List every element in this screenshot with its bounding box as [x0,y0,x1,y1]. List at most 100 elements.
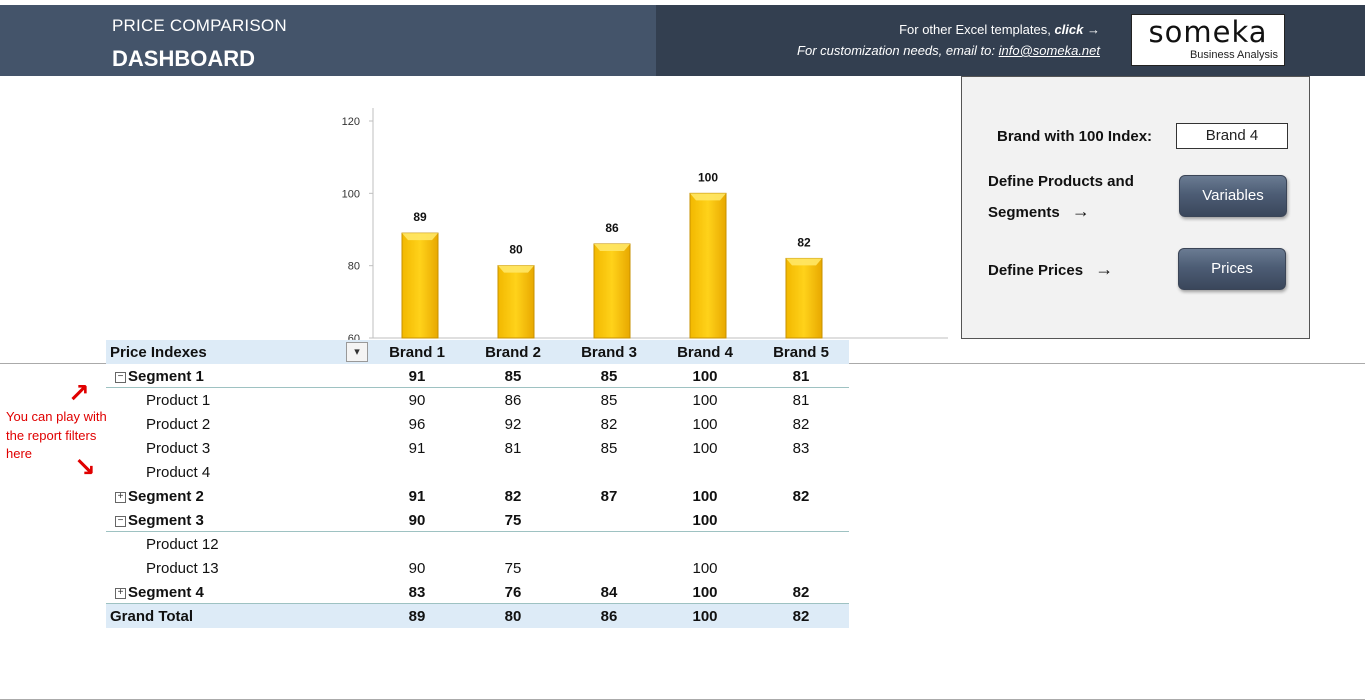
data-label-4: 100 [698,170,718,184]
segment-label: Segment 4 [128,584,204,601]
table-cell: 85 [600,368,618,385]
table-cell: 91 [408,368,426,385]
bar-3 [593,243,631,339]
grand-total-cell: 89 [408,608,426,625]
table-row [106,460,849,484]
define-prices-text: Define Prices [988,262,1084,279]
table-cell: 92 [504,416,522,433]
table-cell: 87 [600,488,618,505]
table-cell: 100 [692,392,718,409]
column-header-1[interactable]: Brand 1 [389,344,445,361]
table-cell: 100 [692,416,718,433]
brand-index-label: Brand with 100 Index: [997,128,1153,145]
top-strip [0,0,1365,5]
bar-5 [785,257,823,339]
grand-total-cell: 80 [504,608,522,625]
product-label: Product 1 [146,392,211,409]
data-label-5: 82 [797,235,811,249]
segment-underline [106,531,849,532]
product-label: Product 12 [146,536,219,553]
column-header-5[interactable]: Brand 5 [773,344,829,361]
collapse-icon[interactable]: − [115,372,126,383]
table-row [106,580,849,604]
table-cell: 82 [792,488,810,505]
grand-total-line [106,603,849,604]
segment-underline [106,387,849,388]
table-cell: 76 [504,584,522,601]
grand-total-cell: 100 [692,608,718,625]
bar-bevel-2 [498,265,534,273]
table-cell: 100 [692,440,718,457]
define-prices-label: Define Prices → [988,259,1113,280]
define-segments-text: Segments [988,204,1060,221]
data-label-2: 80 [509,243,523,257]
arrow-right-icon: → [1087,22,1100,37]
table-cell: 100 [692,368,718,385]
brand-index-select[interactable]: Brand 4 [1176,123,1288,149]
segment-label: Segment 3 [128,512,204,529]
email-link[interactable]: info@someka.net [998,43,1100,58]
table-cell: 82 [792,416,810,433]
bar-bevel-3 [594,243,630,251]
note-line-3: here [6,446,33,461]
data-label-3: 86 [605,221,619,235]
filter-icon[interactable]: ▾ [346,342,368,362]
table-cell: 75 [504,560,522,577]
table-cell: 81 [792,392,810,409]
table-cell: 100 [692,560,718,577]
table-cell: 82 [600,416,618,433]
collapse-icon[interactable]: − [115,516,126,527]
promo-text-1: For other Excel templates, [899,22,1051,37]
product-label: Product 3 [146,440,211,457]
title-small: PRICE COMPARISON [112,16,287,35]
column-header-2[interactable]: Brand 2 [485,344,541,361]
define-products-label: Define Products and [988,173,1134,190]
table-cell: 100 [692,584,718,601]
table-cell: 85 [600,392,618,409]
prices-button[interactable]: Prices [1178,248,1286,290]
segment-label: Segment 1 [128,368,204,385]
table-header-label: Price Indexes [110,344,207,361]
table-cell: 91 [408,440,426,457]
column-header-3[interactable]: Brand 3 [581,344,637,361]
variables-button[interactable]: Variables [1179,175,1287,217]
table-cell: 75 [504,512,522,529]
promo-line-1: For other Excel templates, click → [660,22,1100,37]
table-cell: 100 [692,512,718,529]
someka-logo[interactable]: someka Business Analysis [1131,14,1285,66]
table-cell: 81 [792,368,810,385]
segment-label: Segment 2 [128,488,204,505]
logo-subtitle: Business Analysis [1189,49,1278,61]
promo-line-2: For customization needs, email to: info@… [660,43,1100,58]
grand-total-cell: 82 [792,608,810,625]
table-row [106,436,849,460]
column-header-4[interactable]: Brand 4 [677,344,733,361]
table-row [106,364,849,388]
y-tick-label: 120 [342,116,360,128]
table-row [106,508,849,532]
table-cell: 90 [408,560,426,577]
table-cell: 90 [408,392,426,409]
table-row [106,484,849,508]
table-cell: 86 [504,392,522,409]
bar-2 [497,265,535,339]
promo-text-2: For customization needs, email to: [797,43,996,58]
table-cell: 85 [600,440,618,457]
define-segments-label: Segments → [988,201,1090,222]
arrow-down-icon: ↘ [74,452,96,482]
grand-total-label: Grand Total [110,608,194,625]
product-label: Product 4 [146,464,211,481]
table-cell: 84 [600,584,618,601]
table-row [106,412,849,436]
note-line-1: You can play with [6,409,107,424]
table-cell: 90 [408,512,426,529]
page-title: DASHBOARD [112,46,255,71]
templates-link[interactable]: click [1054,22,1084,37]
table-cell: 91 [408,488,426,505]
bar-1 [401,232,439,339]
table-row [106,388,849,412]
filter-note: You can play with the report filters her… [6,408,126,464]
expand-icon[interactable]: + [115,588,126,599]
expand-icon[interactable]: + [115,492,126,503]
